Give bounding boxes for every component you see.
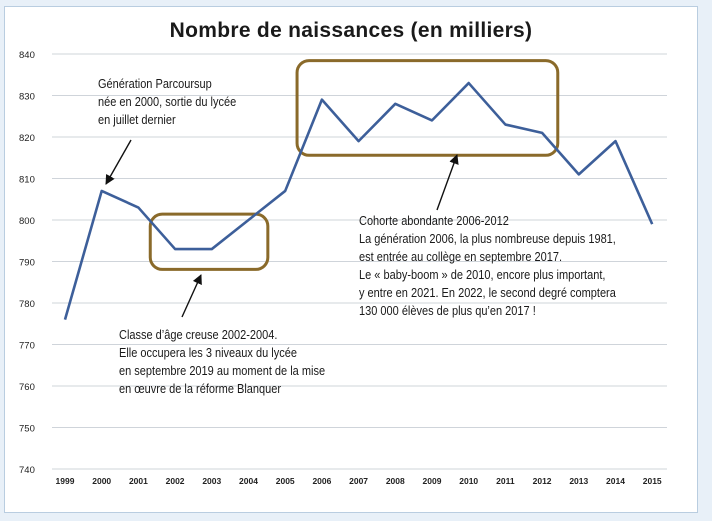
x-tick-label: 2002 (166, 476, 185, 486)
annotation-line: Elle occupera les 3 niveaux du lycée (119, 346, 297, 360)
y-tick-label: 830 (19, 92, 35, 103)
arrow-classe-creuse (181, 274, 202, 318)
y-tick-label: 770 (19, 341, 35, 352)
x-tick-label: 1999 (56, 476, 75, 486)
chart-frame: Nombre de naissances (en milliers) 740 75… (4, 6, 698, 513)
annotation-cohorte-abondante: Cohorte abondante 2006-2012 La génératio… (359, 212, 616, 320)
x-tick-label: 2011 (496, 476, 515, 486)
x-tick-label: 2010 (459, 476, 478, 486)
y-tick-label: 780 (19, 299, 35, 310)
annotation-line: en septembre 2019 au moment de la mise (119, 364, 326, 378)
annotation-line: en œuvre de la réforme Blanquer (119, 382, 282, 396)
y-tick-label: 740 (19, 465, 35, 476)
annotation-parcoursup: Génération Parcoursup née en 2000, sorti… (98, 75, 236, 129)
x-tick-label: 2001 (129, 476, 148, 486)
x-tick-label: 2008 (386, 476, 405, 486)
x-tick-label: 2015 (643, 476, 662, 486)
x-tick-label: 2006 (312, 476, 331, 486)
chart-title: Nombre de naissances (en milliers) (169, 19, 533, 42)
y-tick-label: 790 (19, 258, 35, 269)
annotation-classe-creuse: Classe d’âge creuse 2002-2004. Elle occu… (119, 326, 325, 398)
y-tick-label: 750 (19, 424, 35, 435)
y-tick-label: 760 (19, 382, 35, 393)
y-tick-label: 840 (19, 50, 35, 61)
x-tick-label: 2009 (423, 476, 442, 486)
x-tick-label: 2000 (92, 476, 111, 486)
y-tick-label: 800 (19, 216, 35, 227)
annotation-line: Le « baby-boom » de 2010, encore plus im… (359, 268, 606, 282)
annotation-line: née en 2000, sortie du lycée (98, 95, 237, 109)
annotation-line: La génération 2006, la plus nombreuse de… (359, 232, 616, 246)
x-tick-label: 2012 (533, 476, 552, 486)
highlight-box-2006-2012 (295, 59, 560, 157)
annotation-line: est entrée au collège en septembre 2017. (359, 250, 563, 264)
arrow-parcoursup (105, 139, 132, 185)
x-tick-label: 2005 (276, 476, 295, 486)
annotation-line: y entre en 2021. En 2022, le second degr… (359, 286, 616, 300)
y-tick-label: 810 (19, 175, 35, 186)
annotation-line: 130 000 élèves de plus qu’en 2017 ! (359, 304, 536, 318)
line-chart: 740 750 760 770 780 790 800 810 820 830 840 1999 200… (19, 50, 667, 486)
highlight-box-2002-2004 (148, 212, 270, 271)
annotation-line: Classe d’âge creuse 2002-2004. (119, 328, 278, 342)
x-tick-label: 2004 (239, 476, 258, 486)
x-tick-label: 2013 (569, 476, 588, 486)
x-tick-label: 2003 (202, 476, 221, 486)
annotation-line: Génération Parcoursup (98, 77, 212, 91)
annotation-line: en juillet dernier (98, 113, 176, 127)
y-tick-label: 820 (19, 133, 35, 144)
x-tick-label: 2014 (606, 476, 625, 486)
arrow-cohorte-abondante (436, 154, 459, 211)
x-tick-label: 2007 (349, 476, 368, 486)
annotation-line: Cohorte abondante 2006-2012 (359, 214, 509, 228)
